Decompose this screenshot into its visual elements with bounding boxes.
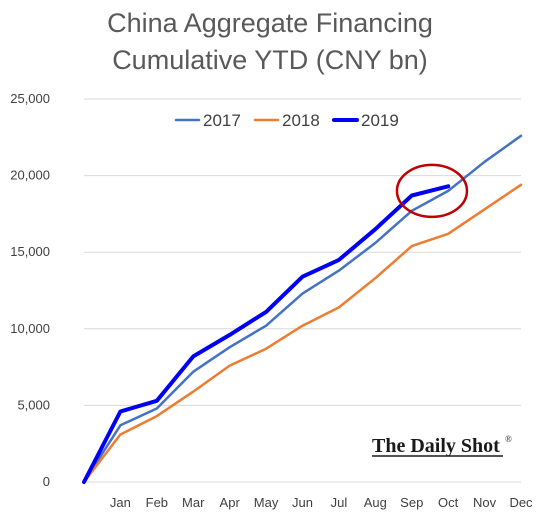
- x-tick-label-sep: Sep: [400, 495, 423, 510]
- x-tick-label-jan: Jan: [110, 495, 131, 510]
- legend: 2017 2018 2019: [174, 111, 399, 130]
- chart-title-line-2: Cumulative YTD (CNY bn): [112, 45, 428, 75]
- series-lines: [82, 134, 523, 484]
- y-tick-label-0: 0: [43, 474, 50, 489]
- series-line-2017: [82, 134, 523, 484]
- x-tick-label-jul: Jul: [331, 495, 348, 510]
- x-tick-label-feb: Feb: [146, 495, 168, 510]
- gridlines: [84, 98, 521, 483]
- x-tick-label-nov: Nov: [473, 495, 497, 510]
- annotations: [395, 163, 469, 219]
- series-line-2018: [82, 183, 523, 484]
- watermark-registered-mark: ®: [505, 434, 512, 444]
- y-tick-label-15000: 15,000: [10, 244, 50, 259]
- x-tick-label-may: May: [254, 495, 279, 510]
- y-tick-label-10000: 10,000: [10, 321, 50, 336]
- series-line-2019: [82, 184, 451, 484]
- x-axis-tick-labels: Jan Feb Mar Apr May Jun Jul Aug Sep Oct Nov Dec: [110, 495, 533, 510]
- x-tick-label-dec: Dec: [509, 495, 533, 510]
- x-tick-label-jun: Jun: [292, 495, 313, 510]
- y-tick-label-5000: 5,000: [17, 397, 50, 412]
- y-tick-label-20000: 20,000: [10, 168, 50, 183]
- legend-label-2017: 2017: [203, 111, 241, 130]
- x-tick-label-oct: Oct: [438, 495, 459, 510]
- x-tick-label-apr: Apr: [220, 495, 241, 510]
- watermark-text: The Daily Shot: [372, 435, 500, 457]
- legend-label-2019: 2019: [361, 111, 399, 130]
- watermark: The Daily Shot ®: [372, 434, 512, 457]
- legend-label-2018: 2018: [282, 111, 320, 130]
- x-tick-label-mar: Mar: [182, 495, 205, 510]
- y-axis-tick-labels: 0 5,000 10,000 15,000 20,000 25,000: [10, 91, 50, 489]
- highlight-circle: [395, 163, 469, 219]
- chart-title-line-1: China Aggregate Financing: [107, 8, 433, 38]
- y-tick-label-25000: 25,000: [10, 91, 50, 106]
- x-tick-label-aug: Aug: [364, 495, 387, 510]
